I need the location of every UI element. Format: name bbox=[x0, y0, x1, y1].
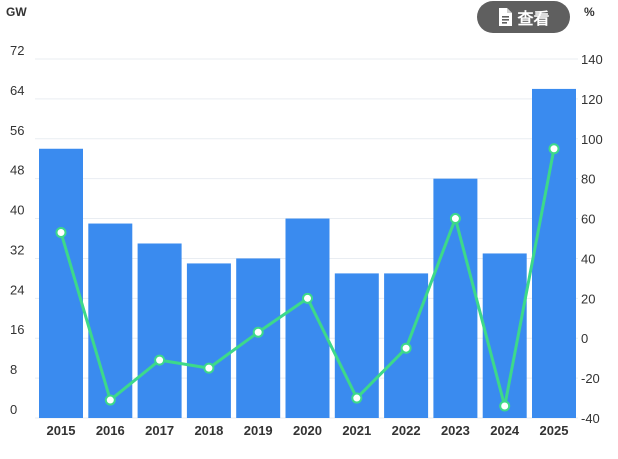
left-tick-label: 24 bbox=[10, 282, 24, 297]
right-tick-label: 40 bbox=[581, 251, 595, 266]
x-tick-label: 2021 bbox=[342, 423, 371, 438]
line-point bbox=[252, 326, 264, 338]
right-axis-ticks: -40 -20 0 20 40 60 80 100 120 140 bbox=[581, 52, 603, 426]
x-tick-label: 2015 bbox=[47, 423, 76, 438]
bar bbox=[482, 253, 527, 418]
left-tick-label: 48 bbox=[10, 163, 24, 178]
right-tick-label: 60 bbox=[581, 212, 595, 227]
bar bbox=[137, 243, 182, 418]
left-tick-label: 8 bbox=[10, 362, 17, 377]
bar bbox=[532, 88, 576, 419]
left-tick-label: 16 bbox=[10, 322, 24, 337]
bar bbox=[285, 218, 330, 418]
line-point bbox=[104, 394, 116, 406]
x-tick-label: 2016 bbox=[96, 423, 125, 438]
right-tick-label: 20 bbox=[581, 291, 595, 306]
left-axis-unit: GW bbox=[6, 5, 27, 19]
line-point bbox=[154, 354, 166, 366]
line-point bbox=[548, 143, 560, 155]
line-series bbox=[55, 143, 560, 412]
left-tick-label: 64 bbox=[10, 83, 24, 98]
x-tick-label: 2022 bbox=[392, 423, 421, 438]
left-tick-label: 40 bbox=[10, 203, 24, 218]
left-tick-label: 32 bbox=[10, 242, 24, 257]
line-point bbox=[449, 213, 461, 225]
view-button-label: 查看 bbox=[517, 11, 550, 28]
x-tick-label: 2020 bbox=[293, 423, 322, 438]
line-point bbox=[499, 400, 511, 412]
left-tick-label: 56 bbox=[10, 123, 24, 138]
right-axis-unit: % bbox=[584, 5, 595, 19]
left-axis-ticks: 0 8 16 24 32 40 48 56 64 72 bbox=[10, 43, 24, 417]
bar-series bbox=[39, 88, 576, 419]
right-tick-label: 100 bbox=[581, 132, 603, 147]
line-point bbox=[302, 292, 313, 304]
left-tick-label: 72 bbox=[10, 43, 24, 58]
x-tick-label: 2017 bbox=[145, 423, 174, 438]
view-button[interactable]: 查看 bbox=[477, 1, 570, 33]
x-tick-label: 2023 bbox=[441, 423, 470, 438]
right-tick-label: -40 bbox=[581, 411, 600, 426]
bar bbox=[186, 263, 231, 418]
right-tick-label: 0 bbox=[581, 331, 588, 346]
x-tick-label: 2019 bbox=[244, 423, 273, 438]
line-point bbox=[203, 362, 215, 374]
bar bbox=[236, 258, 281, 418]
x-axis-ticks: 2015 2016 2017 2018 2019 2020 2021 2022 2023 2024… bbox=[47, 423, 569, 438]
left-tick-label: 0 bbox=[10, 402, 17, 417]
x-tick-label: 2018 bbox=[194, 423, 223, 438]
line-point bbox=[400, 342, 412, 354]
bar bbox=[88, 223, 133, 418]
document-icon bbox=[497, 8, 513, 26]
right-tick-label: -20 bbox=[581, 371, 600, 386]
right-tick-label: 120 bbox=[581, 92, 603, 107]
line-point bbox=[55, 227, 67, 239]
x-tick-label: 2024 bbox=[490, 423, 520, 438]
right-tick-label: 80 bbox=[581, 172, 595, 187]
x-tick-label: 2025 bbox=[540, 423, 569, 438]
line-point bbox=[351, 392, 363, 404]
right-tick-label: 140 bbox=[581, 52, 603, 67]
